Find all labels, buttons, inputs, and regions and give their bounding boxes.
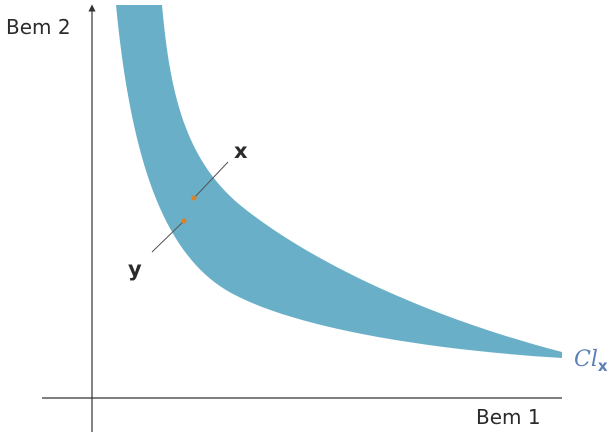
point-x-label: x <box>234 139 248 163</box>
point-x <box>191 195 197 201</box>
curve-label-main: Cl <box>574 347 598 372</box>
y-axis-label: Bem 2 <box>6 15 71 39</box>
x-leader-line <box>193 161 229 199</box>
y-leader-line <box>151 220 185 253</box>
point-y-label: y <box>128 257 142 281</box>
upper-contour-band <box>116 5 562 358</box>
point-y <box>181 218 187 224</box>
curve-label: Clx <box>574 347 608 375</box>
curve-label-subscript: x <box>598 357 608 375</box>
x-axis-label: Bem 1 <box>476 405 541 429</box>
